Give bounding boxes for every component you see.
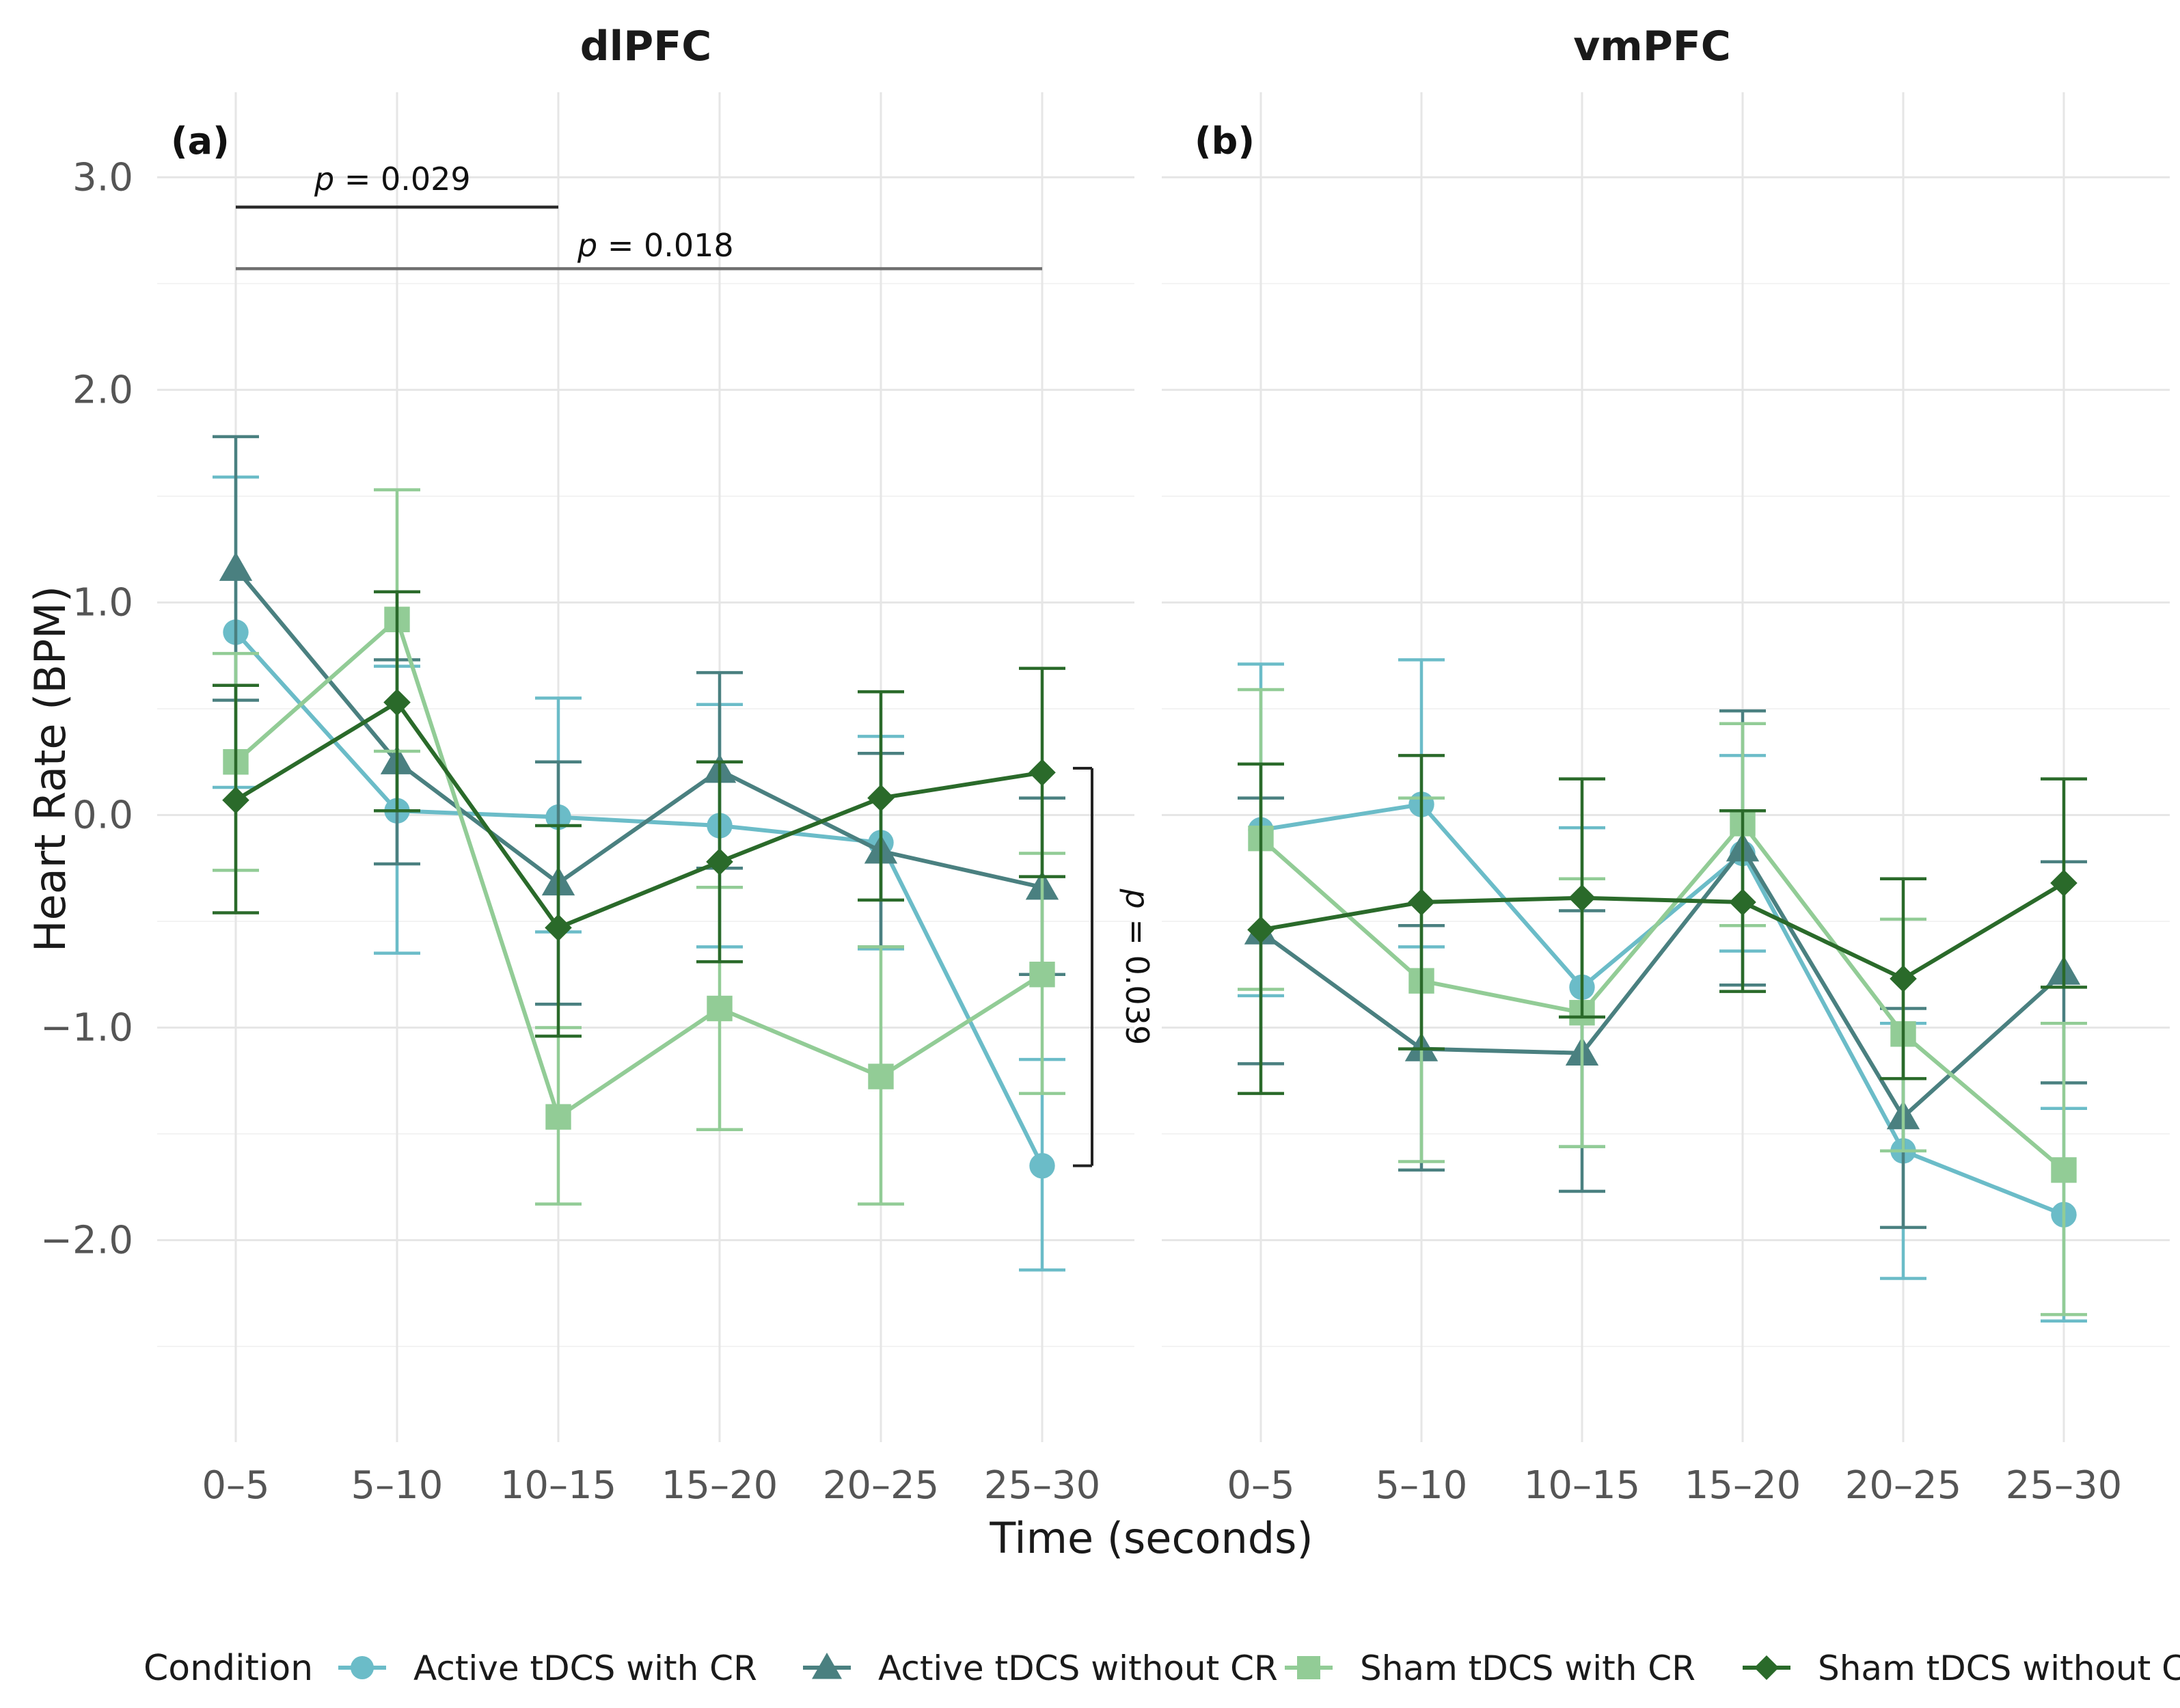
- legend-key-marker: [812, 1653, 842, 1679]
- series-line: [1260, 802, 2065, 1217]
- series-line: [1259, 821, 2065, 1172]
- x-tick-label: 15–20: [1685, 1463, 1801, 1508]
- x-tick-label: 20–25: [1845, 1463, 1962, 1508]
- x-tick-label: 0–5: [1227, 1463, 1294, 1508]
- data-point: [1029, 1152, 1055, 1179]
- series-layer: [213, 435, 2087, 1323]
- x-axis-title: Time (seconds): [989, 1513, 1313, 1563]
- p-symbol: p: [577, 227, 597, 264]
- legend-label: Active tDCS with CR: [413, 1649, 757, 1688]
- legend: Condition Active tDCS with CR Active tDCS …: [144, 1648, 2180, 1689]
- series-dlpfc-active-tdcs-with-cr: [213, 475, 1065, 1272]
- data-point: [222, 786, 249, 814]
- legend-key-marker: [351, 1656, 374, 1679]
- series-line: [234, 617, 1044, 1120]
- data-point: [2051, 1157, 2077, 1183]
- series-vmpfc-sham-tdcs-without-cr: [1238, 754, 2087, 1096]
- p-value: = 0.018: [597, 227, 733, 264]
- data-point: [1029, 962, 1055, 988]
- significance-label: p = 0.039: [1119, 889, 1156, 1046]
- legend-label: Active tDCS without CR: [878, 1649, 1278, 1688]
- x-tick-label: 15–20: [662, 1463, 778, 1508]
- panel-tag-vmpfc: (b): [1195, 120, 1255, 163]
- y-tick-label: 0.0: [72, 793, 133, 837]
- y-tick-label: −1.0: [40, 1006, 133, 1050]
- legend-key-marker: [1297, 1656, 1320, 1679]
- legend-label: Sham tDCS with CR: [1360, 1649, 1695, 1688]
- legend-label: Sham tDCS without CR: [1818, 1649, 2180, 1688]
- significance-label: p = 0.029: [314, 161, 471, 198]
- series-line: [234, 630, 1044, 1167]
- data-point: [1028, 759, 1056, 787]
- data-point: [706, 848, 733, 876]
- series-vmpfc-active-tdcs-with-cr: [1238, 658, 2087, 1323]
- legend-title: Condition: [144, 1648, 313, 1689]
- grid-layer: [157, 92, 2170, 1442]
- legend-item-sham-tdcs-without-cr: Sham tDCS without CR: [1743, 1649, 2180, 1688]
- significance-bracket: p = 0.039: [1073, 767, 1156, 1167]
- x-tick-label: 5–10: [1376, 1463, 1468, 1508]
- x-tick-label: 10–15: [1524, 1463, 1641, 1508]
- data-point: [545, 914, 572, 942]
- series-line: [1259, 847, 2066, 1120]
- data-point: [868, 1063, 894, 1089]
- legend-item-active-tdcs-with-cr: Active tDCS with CR: [338, 1649, 757, 1688]
- legend-key-marker: [1754, 1655, 1779, 1680]
- data-point: [2050, 869, 2077, 897]
- data-point: [1247, 916, 1275, 944]
- y-tick-label: 2.0: [72, 368, 133, 412]
- data-point: [545, 1104, 571, 1130]
- x-tick-label: 20–25: [823, 1463, 940, 1508]
- x-tick-label: 25–30: [2006, 1463, 2123, 1508]
- p-symbol: p: [314, 161, 334, 198]
- y-tick-label: 1.0: [72, 580, 133, 625]
- series-line: [234, 567, 1043, 890]
- legend-item-active-tdcs-without-cr: Active tDCS without CR: [803, 1649, 1278, 1688]
- p-symbol: p: [1119, 889, 1156, 909]
- x-tick-label: 10–15: [500, 1463, 617, 1508]
- data-point: [707, 995, 733, 1022]
- data-point: [1729, 889, 1756, 916]
- panel-tag-dlpfc: (a): [171, 120, 230, 163]
- series-vmpfc-sham-tdcs-with-cr: [1238, 688, 2087, 1316]
- data-point: [1890, 965, 1917, 992]
- y-axis-title: Heart Rate (BPM): [25, 586, 75, 952]
- series-dlpfc-active-tdcs-without-cr: [213, 435, 1065, 1006]
- p-value: = 0.039: [1119, 909, 1156, 1045]
- data-point: [867, 784, 895, 812]
- y-tick-label: −2.0: [40, 1219, 133, 1263]
- series-line: [234, 700, 1043, 930]
- data-point: [383, 688, 411, 716]
- data-point: [1408, 889, 1435, 916]
- legend-item-sham-tdcs-with-cr: Sham tDCS with CR: [1285, 1649, 1695, 1688]
- series-line: [1260, 881, 2065, 981]
- series-dlpfc-sham-tdcs-without-cr: [213, 590, 1065, 1038]
- x-tick-label: 5–10: [351, 1463, 444, 1508]
- panel-title-dlpfc: dlPFC: [580, 23, 712, 70]
- text-layer: 3.0 2.0 1.0 0.0 −1.0 −2.0 dlPFC (a) 0–5 5–10 10–15…: [25, 23, 2122, 1563]
- p-value: = 0.029: [334, 161, 470, 198]
- series-vmpfc-active-tdcs-without-cr: [1238, 709, 2087, 1230]
- data-point: [219, 552, 253, 581]
- x-tick-label: 0–5: [202, 1463, 269, 1508]
- significance-label: p = 0.018: [577, 227, 734, 264]
- x-tick-label: 25–30: [984, 1463, 1101, 1508]
- y-tick-label: 3.0: [72, 155, 133, 200]
- series-dlpfc-sham-tdcs-with-cr: [213, 488, 1065, 1206]
- data-point: [1568, 884, 1596, 912]
- panel-title-vmpfc: vmPFC: [1573, 23, 1731, 70]
